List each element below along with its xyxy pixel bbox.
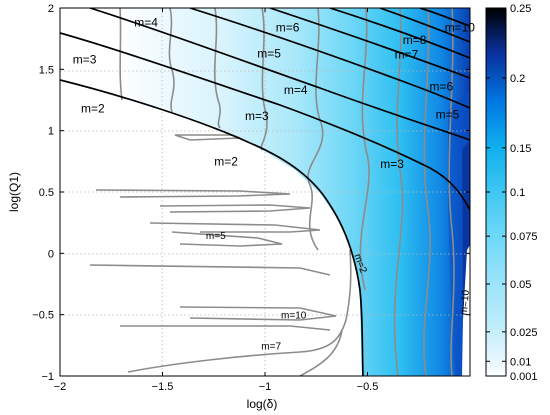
x-tick-label: −1.5 <box>152 381 174 393</box>
y-axis-label: log(Q1) <box>7 172 21 212</box>
black-contour-label: m=2 <box>81 102 105 116</box>
colorbar-tick-label: 0.1 <box>510 187 525 199</box>
contour-labels: m=2m=2m=3m=3m=3m=4m=4m=5m=5m=6m=6m=7m=8m… <box>73 16 475 353</box>
x-axis-label: log(δ) <box>247 397 278 411</box>
black-contour-label: m=3 <box>73 53 97 67</box>
black-contour-label: m=6 <box>429 80 453 94</box>
black-contour-label: m=3 <box>380 157 404 171</box>
black-contours <box>60 8 470 376</box>
y-tick-label: −0.5 <box>32 310 54 322</box>
y-tick-label: 1 <box>48 126 54 138</box>
colorbar-tick-label: 0.025 <box>510 327 538 339</box>
gray-contour-label: m=10 <box>281 311 307 322</box>
y-tick-label: 0 <box>48 248 54 260</box>
x-tick-label: −0.5 <box>357 381 379 393</box>
black-contour-label: m=2 <box>214 154 238 168</box>
black-contour-label: m=3 <box>245 109 269 123</box>
black-contour-label: m=6 <box>276 21 300 35</box>
colorbar-ticks: 0.001 0.01 0.025 0.05 0.075 0.1 0.15 0.2 0.25 <box>486 3 538 383</box>
gray-contour-label: m=10 <box>459 289 472 316</box>
colorbar-tick-label: 0.001 <box>510 371 538 383</box>
black-contour-label: m=7 <box>395 48 419 62</box>
black-contour-label: m=8 <box>403 33 427 47</box>
y-tick-label: 1.5 <box>39 64 54 76</box>
colorbar-tick-label: 0.25 <box>510 3 531 15</box>
colorbar-tick-label: 0.2 <box>510 73 525 85</box>
gray-contours <box>89 8 455 376</box>
black-contour-label: m=4 <box>134 16 158 30</box>
y-tick-label: 0.5 <box>39 187 54 199</box>
y-tick-label: 2 <box>48 3 54 15</box>
black-contour-label: m=10 <box>445 21 476 35</box>
low-value-region <box>462 245 470 376</box>
colorbar-tick-label: 0.01 <box>510 356 531 368</box>
gray-contour-label: m=7 <box>261 341 281 352</box>
black-contour-label: m=5 <box>436 108 460 122</box>
colorbar-tick-label: 0.05 <box>510 279 531 291</box>
gray-contour-label: m=5 <box>206 231 226 242</box>
x-tick-label: −2 <box>54 381 67 393</box>
y-tick-label: −1 <box>41 371 54 383</box>
filled-contour-field <box>118 8 470 376</box>
black-contour-label: m=5 <box>257 46 281 60</box>
x-tick-label: −1 <box>259 381 272 393</box>
black-contour-label: m=4 <box>284 83 308 97</box>
colorbar-tick-label: 0.075 <box>510 231 538 243</box>
y-axis-ticks: −1 −0.5 0 0.5 1 1.5 2 <box>32 3 470 383</box>
colorbar-tick-label: 0.15 <box>510 143 531 155</box>
x-axis-ticks: −2 −1.5 −1 −0.5 <box>54 8 379 393</box>
